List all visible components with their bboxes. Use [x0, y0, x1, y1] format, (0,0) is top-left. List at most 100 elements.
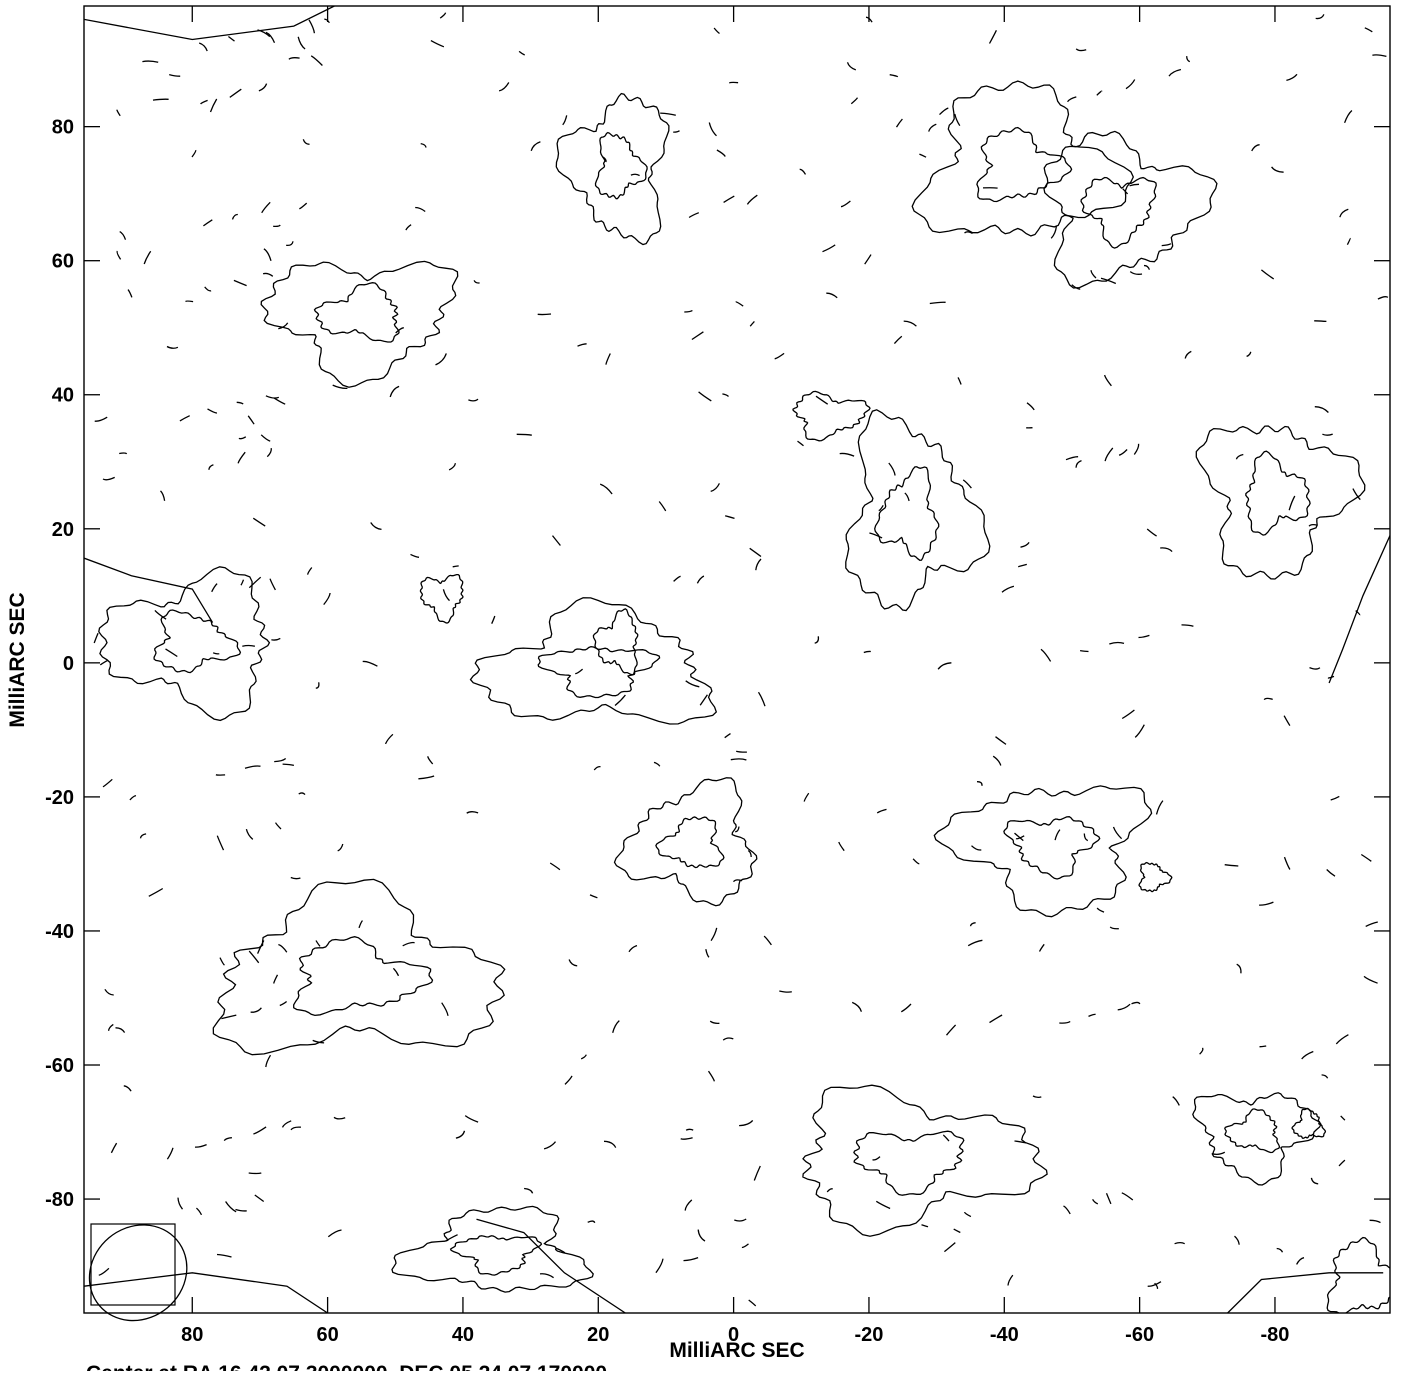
noise-contour — [1157, 801, 1163, 815]
y-axis-label: MilliARC SEC — [6, 592, 29, 727]
noise-contour — [371, 523, 382, 530]
noise-contour — [1341, 1116, 1345, 1120]
noise-contour — [1097, 908, 1104, 912]
noise-contour — [826, 293, 837, 298]
noise-contour — [578, 344, 587, 346]
noise-contour — [1093, 1199, 1098, 1204]
noise-contour — [660, 113, 676, 115]
noise-contour — [1051, 226, 1056, 238]
noise-contour — [278, 945, 286, 953]
noise-contour — [848, 62, 856, 70]
noise-contour — [167, 1148, 173, 1159]
noise-contour — [965, 1212, 971, 1217]
noise-contour — [1252, 145, 1260, 151]
noise-contour — [594, 767, 600, 770]
noise-contour — [1225, 865, 1239, 866]
noise-contour — [1370, 1220, 1381, 1222]
noise-contour — [519, 51, 525, 55]
noise-contour — [411, 554, 420, 557]
noise-contour — [283, 764, 294, 765]
noise-contour — [827, 1189, 833, 1192]
noise-contour — [499, 82, 509, 91]
noise-contour — [324, 19, 329, 22]
noise-contour — [266, 1055, 271, 1067]
noise-contour — [869, 533, 882, 538]
noise-contour — [775, 353, 784, 358]
noise-contour — [195, 1145, 207, 1148]
noise-contour — [754, 1166, 760, 1181]
noise-contour — [144, 251, 151, 264]
noise-contour — [208, 409, 218, 413]
noise-contour — [141, 834, 147, 838]
noise-contour — [212, 584, 217, 592]
noise-contour — [1080, 651, 1088, 652]
noise-contour — [823, 245, 836, 252]
contour-inner — [154, 610, 240, 673]
noise-contour — [1339, 1160, 1345, 1166]
noise-contour — [943, 1135, 949, 1141]
noise-contour — [890, 75, 898, 77]
noise-contour — [1345, 111, 1352, 123]
noise-contour — [686, 1129, 693, 1130]
noise-contour — [239, 437, 246, 439]
noise-contour — [706, 949, 709, 957]
contour-edge — [84, 6, 334, 40]
contour-region — [803, 1085, 1047, 1236]
noise-contour — [1364, 976, 1378, 983]
noise-contour — [1041, 649, 1051, 661]
noise-contour — [1033, 1096, 1041, 1097]
noise-contour — [709, 1071, 715, 1081]
noise-contour — [700, 695, 707, 706]
noise-contour — [436, 353, 447, 365]
noise-contour — [213, 653, 219, 654]
noise-contour — [299, 203, 306, 209]
noise-contour — [390, 386, 399, 397]
noise-contour — [255, 1195, 264, 1202]
x-tick-label: 60 — [316, 1324, 338, 1346]
noise-contour — [759, 692, 766, 706]
noise-contour — [841, 201, 850, 207]
noise-contour — [1076, 49, 1086, 51]
noise-contour — [303, 139, 309, 144]
noise-contour — [901, 1004, 911, 1012]
noise-contour — [930, 302, 946, 303]
contour-region — [593, 609, 637, 675]
noise-contour — [1336, 1035, 1348, 1044]
noise-contour — [1059, 1022, 1070, 1024]
noise-contour — [262, 202, 271, 213]
noise-contour — [267, 448, 271, 457]
noise-contour — [169, 75, 180, 77]
noise-contour — [1162, 244, 1171, 246]
noise-contour — [253, 518, 265, 526]
noise-contour — [338, 844, 343, 851]
contour-inner — [1004, 817, 1100, 879]
noise-contour — [913, 859, 919, 864]
noise-contour — [1365, 28, 1373, 32]
contour-region — [99, 567, 270, 721]
noise-contour — [334, 1117, 345, 1119]
contour-inner — [1225, 1109, 1280, 1153]
noise-contour — [990, 1015, 1003, 1023]
noise-contour — [588, 1221, 595, 1223]
noise-contour — [105, 989, 114, 995]
noise-contour — [196, 1208, 201, 1215]
noise-contour — [873, 1157, 881, 1160]
noise-contour — [944, 1243, 955, 1252]
noise-contour — [492, 616, 495, 624]
x-tick-label: 20 — [587, 1324, 609, 1346]
noise-contour — [1361, 855, 1371, 862]
noise-contour — [220, 958, 225, 966]
noise-contour — [990, 30, 997, 43]
noise-contour — [575, 669, 582, 674]
noise-contour — [1175, 1243, 1185, 1244]
noise-contour — [698, 1230, 705, 1242]
noise-contour — [99, 1268, 109, 1275]
noise-contour — [280, 1002, 287, 1006]
noise-contour — [1122, 710, 1134, 719]
contour-edge — [477, 1219, 626, 1313]
noise-contour — [217, 836, 223, 850]
noise-contour — [1040, 944, 1045, 951]
noise-contour — [1109, 642, 1124, 644]
noise-contour — [1021, 542, 1030, 547]
noise-contour — [199, 43, 207, 51]
